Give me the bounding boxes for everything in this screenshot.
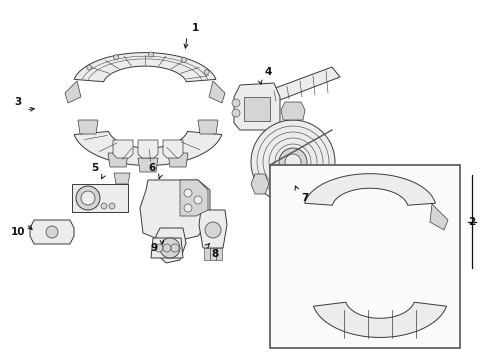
Polygon shape	[208, 81, 224, 103]
Circle shape	[285, 154, 301, 170]
Polygon shape	[151, 238, 183, 258]
Polygon shape	[78, 120, 98, 134]
Circle shape	[279, 148, 306, 176]
Polygon shape	[74, 131, 222, 166]
Text: 9: 9	[150, 243, 157, 253]
Circle shape	[171, 244, 179, 252]
Polygon shape	[180, 180, 207, 216]
Circle shape	[183, 204, 192, 212]
Polygon shape	[74, 53, 216, 82]
Circle shape	[155, 244, 163, 252]
Circle shape	[183, 189, 192, 197]
Bar	[269, 165, 459, 348]
Polygon shape	[65, 81, 81, 103]
Circle shape	[148, 52, 153, 57]
Text: 8: 8	[211, 249, 218, 259]
Circle shape	[231, 109, 240, 117]
Circle shape	[181, 58, 186, 62]
Circle shape	[250, 120, 334, 204]
Text: 3: 3	[14, 97, 21, 107]
Circle shape	[114, 55, 119, 60]
Polygon shape	[138, 140, 158, 158]
Polygon shape	[138, 158, 158, 172]
Polygon shape	[209, 248, 216, 260]
Polygon shape	[108, 153, 128, 167]
Circle shape	[109, 203, 115, 209]
Polygon shape	[163, 140, 183, 158]
Text: 4: 4	[264, 67, 271, 77]
Circle shape	[81, 191, 95, 205]
Polygon shape	[198, 120, 218, 134]
Text: 10: 10	[11, 227, 25, 237]
Circle shape	[87, 65, 92, 70]
Polygon shape	[262, 67, 339, 103]
Polygon shape	[114, 173, 130, 184]
Polygon shape	[216, 248, 222, 260]
Polygon shape	[156, 228, 185, 263]
Polygon shape	[244, 97, 269, 121]
Text: 7: 7	[301, 193, 308, 203]
Polygon shape	[313, 302, 446, 337]
Polygon shape	[234, 83, 280, 130]
Polygon shape	[304, 174, 434, 205]
Polygon shape	[168, 153, 187, 167]
Polygon shape	[113, 140, 133, 158]
Polygon shape	[429, 204, 447, 230]
Text: 1: 1	[191, 23, 198, 33]
Polygon shape	[203, 248, 209, 260]
Polygon shape	[281, 102, 305, 120]
Polygon shape	[250, 174, 268, 194]
Text: 6: 6	[148, 163, 155, 173]
Circle shape	[101, 203, 107, 209]
Circle shape	[203, 69, 209, 75]
Polygon shape	[30, 220, 74, 244]
Text: 2: 2	[468, 217, 475, 227]
Circle shape	[160, 238, 180, 258]
Circle shape	[194, 196, 202, 204]
Polygon shape	[199, 210, 226, 248]
Polygon shape	[72, 184, 128, 212]
Circle shape	[46, 226, 58, 238]
Circle shape	[231, 99, 240, 107]
Circle shape	[204, 222, 221, 238]
Text: 5: 5	[91, 163, 99, 173]
Polygon shape	[140, 180, 209, 243]
Circle shape	[163, 244, 171, 252]
Circle shape	[76, 186, 100, 210]
